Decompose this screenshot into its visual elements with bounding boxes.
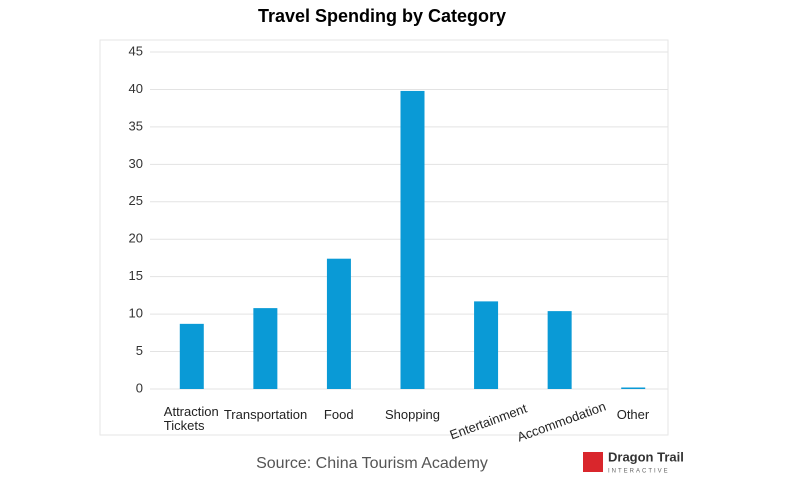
- y-tick-label: 45: [129, 43, 143, 58]
- y-tick-label: 10: [129, 306, 143, 321]
- bar: [400, 90, 425, 389]
- chart-title: Travel Spending by Category: [258, 6, 506, 26]
- x-tick-label: Transportation: [223, 407, 308, 422]
- bar: [253, 308, 278, 389]
- y-tick-label: 5: [136, 343, 143, 358]
- y-tick-label: 20: [129, 231, 143, 246]
- bar: [179, 323, 204, 389]
- x-tick-label: Other: [616, 407, 650, 422]
- logo-tagline: INTERACTIVE: [608, 469, 670, 475]
- y-tick-label: 30: [129, 156, 143, 171]
- y-tick-label: 35: [129, 118, 143, 133]
- y-tick-label: 40: [129, 81, 143, 96]
- x-tick-label: Shopping: [385, 407, 440, 422]
- x-tick-label: Attraction Tickets: [163, 404, 219, 433]
- bar: [621, 387, 646, 389]
- logo-name: Dragon Trail: [608, 449, 684, 464]
- logo-icon: [583, 452, 603, 472]
- bar: [326, 258, 351, 389]
- y-tick-label: 15: [129, 268, 143, 283]
- x-tick-label: Food: [323, 407, 354, 422]
- y-tick-label: 0: [136, 380, 143, 395]
- source: Source: China Tourism Academy: [256, 455, 488, 472]
- plot-frame: [99, 39, 669, 436]
- y-tick-label: 25: [129, 193, 143, 208]
- bar: [547, 311, 572, 389]
- bar: [474, 301, 499, 389]
